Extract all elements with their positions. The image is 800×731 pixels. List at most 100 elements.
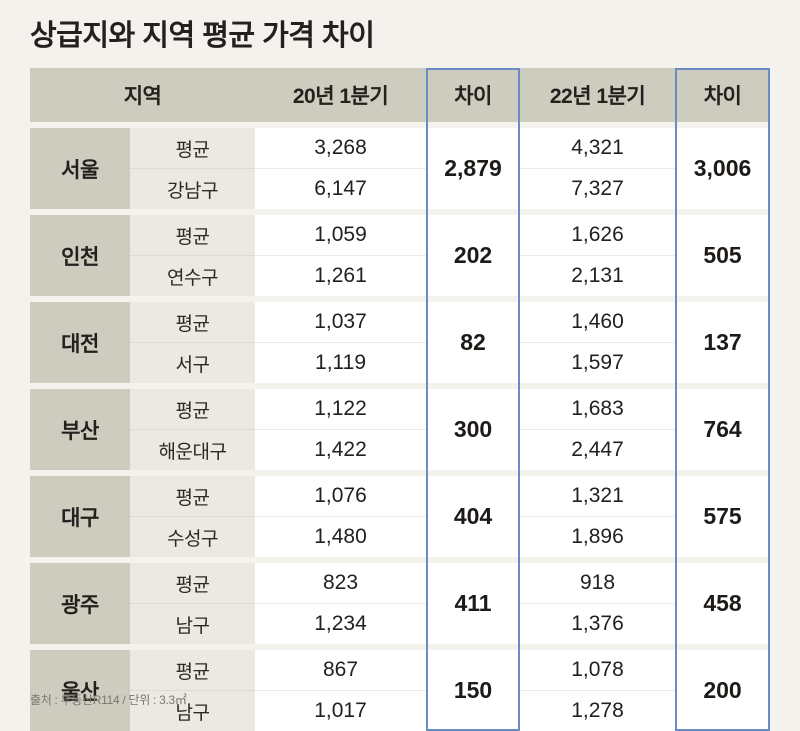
cell-diff-1: 404 [426,476,521,557]
cell-region: 서울 [30,128,130,209]
row-group-spacer [30,644,771,650]
cell-subregion-average: 평균 [130,650,256,691]
row-group-spacer [30,296,771,302]
cell-region: 부산 [30,389,130,470]
table-row: 서울 평균 3,268 2,879 4,321 3,006 [30,128,771,209]
cell-subregion-average: 평균 [130,302,256,343]
cell-diff-1: 300 [426,389,521,470]
cell-region: 대전 [30,302,130,383]
row-group-spacer [30,557,771,563]
cell-period1-top: 1,261 [255,256,427,296]
cell-period1-average: 1,037 [255,302,427,343]
cell-subregion-top: 수성구 [130,517,256,557]
cell-subregion-top: 강남구 [130,169,256,209]
row-group-spacer [30,470,771,476]
cell-period2-average: 1,460 [520,302,676,343]
cell-period1-average: 3,268 [255,128,427,169]
cell-subregion-top: 연수구 [130,256,256,296]
table-row: 울산 평균 867 150 1,078 200 [30,650,771,731]
spacer-cell [30,470,771,476]
cell-diff-2: 137 [675,302,771,383]
spacer-cell [30,383,771,389]
header-diff-2: 차이 [675,68,771,122]
cell-region: 울산 [30,650,130,731]
cell-region: 광주 [30,563,130,644]
cell-diff-1: 82 [426,302,521,383]
cell-diff-2: 200 [675,650,771,731]
spacer-cell [30,644,771,650]
cell-period1-average: 823 [255,563,427,604]
cell-period2-average: 4,321 [520,128,676,169]
cell-diff-2: 458 [675,563,771,644]
cell-period1-average: 1,076 [255,476,427,517]
cell-period1-average: 1,122 [255,389,427,430]
table-row: 인천 평균 1,059 202 1,626 505 [30,215,771,296]
row-group-spacer [30,122,771,128]
cell-period2-top: 1,896 [520,517,676,557]
cell-period1-top: 1,480 [255,517,427,557]
cell-subregion-average: 평균 [130,389,256,430]
cell-period2-average: 918 [520,563,676,604]
cell-period2-top: 2,447 [520,430,676,470]
cell-subregion-top: 서구 [130,343,256,383]
cell-period2-average: 1,321 [520,476,676,517]
cell-subregion-top: 남구 [130,604,256,644]
cell-period2-top: 1,278 [520,691,676,731]
cell-diff-2: 764 [675,389,771,470]
table-row: 부산 평균 1,122 300 1,683 764 [30,389,771,470]
cell-diff-1: 202 [426,215,521,296]
cell-period1-average: 867 [255,650,427,691]
header-period-2: 22년 1분기 [520,68,676,122]
table-row: 수성구 1,480 1,896 [30,517,770,557]
table-row: 강남구 6,147 7,327 [30,169,770,209]
cell-subregion-average: 평균 [130,128,256,169]
cell-diff-2: 505 [675,215,771,296]
cell-period1-top: 6,147 [255,169,427,209]
cell-period2-average: 1,078 [520,650,676,691]
header-period-1: 20년 1분기 [255,68,427,122]
cell-period2-average: 1,626 [520,215,676,256]
spacer-cell [30,122,771,128]
row-group-spacer [30,209,771,215]
source-note: 출처 : 부동산R114 / 단위 : 3.3㎡ [30,693,187,707]
table-row: 대전 평균 1,037 82 1,460 137 [30,302,771,383]
cell-period1-top: 1,422 [255,430,427,470]
cell-diff-1: 411 [426,563,521,644]
table-row: 남구 1,234 1,376 [30,604,770,644]
price-comparison-table: 지역 20년 1분기 차이 22년 1분기 차이 서울 평균 3,268 2,879 4… [30,68,771,731]
cell-period2-top: 1,597 [520,343,676,383]
cell-period2-top: 2,131 [520,256,676,296]
header-diff-1: 차이 [426,68,521,122]
cell-period2-top: 1,376 [520,604,676,644]
cell-diff-1: 150 [426,650,521,731]
cell-subregion-average: 평균 [130,215,256,256]
page-title: 상급지와 지역 평균 가격 차이 [30,20,375,52]
cell-subregion-average: 평균 [130,563,256,604]
table-row: 대구 평균 1,076 404 1,321 575 [30,476,771,557]
cell-period2-average: 1,683 [520,389,676,430]
cell-diff-2: 575 [675,476,771,557]
cell-period1-top: 1,119 [255,343,427,383]
cell-period1-top: 1,017 [255,691,427,731]
cell-subregion-top: 해운대구 [130,430,256,470]
cell-region: 대구 [30,476,130,557]
table-header-row: 지역 20년 1분기 차이 22년 1분기 차이 [30,68,771,122]
spacer-cell [30,557,771,563]
table-row: 서구 1,119 1,597 [30,343,770,383]
price-comparison-table-wrapper: 지역 20년 1분기 차이 22년 1분기 차이 서울 평균 3,268 2,879 4… [30,68,771,731]
cell-period1-top: 1,234 [255,604,427,644]
table-row: 해운대구 1,422 2,447 [30,430,770,470]
spacer-cell [30,296,771,302]
cell-region: 인천 [30,215,130,296]
cell-subregion-average: 평균 [130,476,256,517]
cell-period1-average: 1,059 [255,215,427,256]
spacer-cell [30,209,771,215]
table-row: 연수구 1,261 2,131 [30,256,770,296]
cell-diff-1: 2,879 [426,128,521,209]
row-group-spacer [30,383,771,389]
cell-diff-2: 3,006 [675,128,771,209]
table-row: 광주 평균 823 411 918 458 [30,563,771,644]
cell-period2-top: 7,327 [520,169,676,209]
header-region: 지역 [30,68,256,122]
